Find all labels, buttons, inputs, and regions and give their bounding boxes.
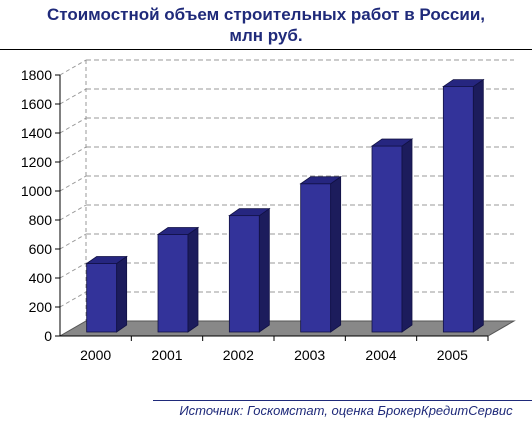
gridline-depth-3: [59, 233, 87, 250]
x-tick-label-2000: 2000: [80, 347, 111, 363]
y-tick-label-1: 200: [29, 299, 53, 315]
chart-title-line2: млн руб.: [229, 26, 303, 45]
gridline-depth-4: [59, 204, 87, 221]
y-tick-label-6: 1200: [21, 154, 52, 170]
x-tick-label-2004: 2004: [365, 347, 396, 363]
bar-side-2004: [401, 138, 413, 333]
bar-chart: 0 200 400 600 800 1000 1200 1400 1600 1800 2000 200…: [21, 59, 516, 363]
gridline-depth-5: [59, 175, 87, 192]
chart-title-line1: Стоимостной объем строительных работ в Р…: [46, 5, 486, 24]
bar-side-2005: [472, 78, 484, 333]
bar-side-2003: [330, 175, 342, 333]
x-tick-label-2005: 2005: [437, 347, 468, 363]
bar-2002: [228, 215, 260, 333]
bar-2003: [300, 183, 332, 333]
source-divider: [153, 400, 532, 401]
chart-title: Стоимостной объем строительных работ в Р…: [0, 4, 532, 46]
gridline-depth-8: [59, 88, 87, 105]
source-note: Источник: Госкомстат, оценка БрокерКреди…: [179, 403, 513, 418]
x-tick-label-2003: 2003: [294, 347, 325, 363]
y-tick-label-4: 800: [29, 212, 53, 228]
y-tick-label-3: 600: [29, 241, 53, 257]
y-tick-label-7: 1400: [21, 125, 52, 141]
gridline-depth-7: [59, 117, 87, 134]
bar-top-2002: [228, 208, 271, 217]
bar-top-2000: [85, 256, 128, 264]
title-divider: [0, 49, 532, 50]
bar-2005: [442, 86, 474, 333]
bar-top-2003: [299, 176, 342, 185]
bar-top-2005: [442, 79, 485, 87]
y-tick-label-0: 0: [44, 328, 52, 344]
bar-2004: [371, 145, 403, 333]
y-tick-label-5: 1000: [21, 183, 52, 199]
bar-side-2001: [187, 226, 199, 333]
x-tick-label-2001: 2001: [151, 347, 182, 363]
x-tick-label-2002: 2002: [223, 347, 254, 363]
bar-top-2004: [370, 138, 414, 147]
y-tick-label-9: 1800: [21, 67, 52, 83]
bar-side-2000: [116, 255, 128, 333]
y-tick-label-8: 1600: [21, 96, 52, 112]
bar-2001: [157, 234, 189, 333]
gridline-depth-2: [59, 262, 87, 279]
gridline-depth-9: [59, 59, 87, 76]
gridline-depth-6: [59, 146, 87, 163]
bar-side-2002: [258, 207, 270, 333]
gridline-depth-1: [59, 291, 87, 308]
bar-top-2001: [156, 227, 200, 235]
bar-2000: [86, 263, 118, 333]
y-tick-label-2: 400: [29, 270, 53, 286]
